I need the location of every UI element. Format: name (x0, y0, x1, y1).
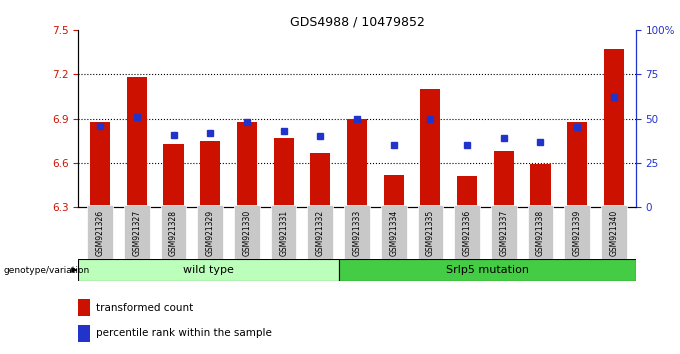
Text: GSM921336: GSM921336 (462, 210, 471, 256)
Bar (307, 205, 333, 260)
Text: GSM921335: GSM921335 (426, 210, 435, 256)
Bar (310, 153, 330, 207)
Bar (90, 121, 110, 207)
Bar (418, 205, 443, 260)
Text: transformed count: transformed count (96, 303, 193, 313)
Text: GSM921332: GSM921332 (316, 210, 325, 256)
Bar (564, 205, 590, 260)
Bar (234, 205, 260, 260)
Bar (87, 205, 113, 260)
Bar (78, 259, 339, 281)
Bar (271, 205, 296, 260)
Bar (454, 205, 480, 260)
Text: wild type: wild type (183, 265, 234, 275)
Bar (381, 205, 407, 260)
Bar (197, 205, 223, 260)
Text: genotype/variation: genotype/variation (3, 266, 90, 275)
Text: Srlp5 mutation: Srlp5 mutation (445, 265, 529, 275)
Bar (126, 77, 147, 207)
Bar (237, 121, 257, 207)
Bar (384, 175, 404, 207)
Bar (604, 49, 624, 207)
Text: GSM921334: GSM921334 (389, 210, 398, 256)
Bar (530, 164, 551, 207)
Bar (344, 205, 370, 260)
Text: GSM921328: GSM921328 (169, 210, 178, 256)
Bar (163, 144, 184, 207)
Text: GSM921327: GSM921327 (133, 210, 141, 256)
Bar (124, 205, 150, 260)
Text: GSM921338: GSM921338 (536, 210, 545, 256)
Text: percentile rank within the sample: percentile rank within the sample (96, 328, 272, 338)
Bar (273, 138, 294, 207)
Text: GSM921330: GSM921330 (243, 210, 252, 256)
Bar (160, 205, 186, 260)
Title: GDS4988 / 10479852: GDS4988 / 10479852 (290, 16, 424, 29)
Bar (567, 121, 588, 207)
Bar (347, 119, 367, 207)
Text: GSM921329: GSM921329 (206, 210, 215, 256)
Text: GSM921340: GSM921340 (609, 210, 618, 256)
Bar (420, 89, 441, 207)
Bar (528, 205, 554, 260)
Bar (494, 151, 514, 207)
Text: GSM921331: GSM921331 (279, 210, 288, 256)
Bar (78, 325, 90, 342)
Bar (457, 176, 477, 207)
Bar (491, 205, 517, 260)
Text: GSM921333: GSM921333 (352, 210, 362, 256)
Bar (78, 299, 90, 316)
Bar (339, 259, 636, 281)
Text: GSM921326: GSM921326 (96, 210, 105, 256)
Bar (200, 141, 220, 207)
Text: GSM921337: GSM921337 (499, 210, 508, 256)
Text: GSM921339: GSM921339 (573, 210, 581, 256)
Bar (601, 205, 627, 260)
